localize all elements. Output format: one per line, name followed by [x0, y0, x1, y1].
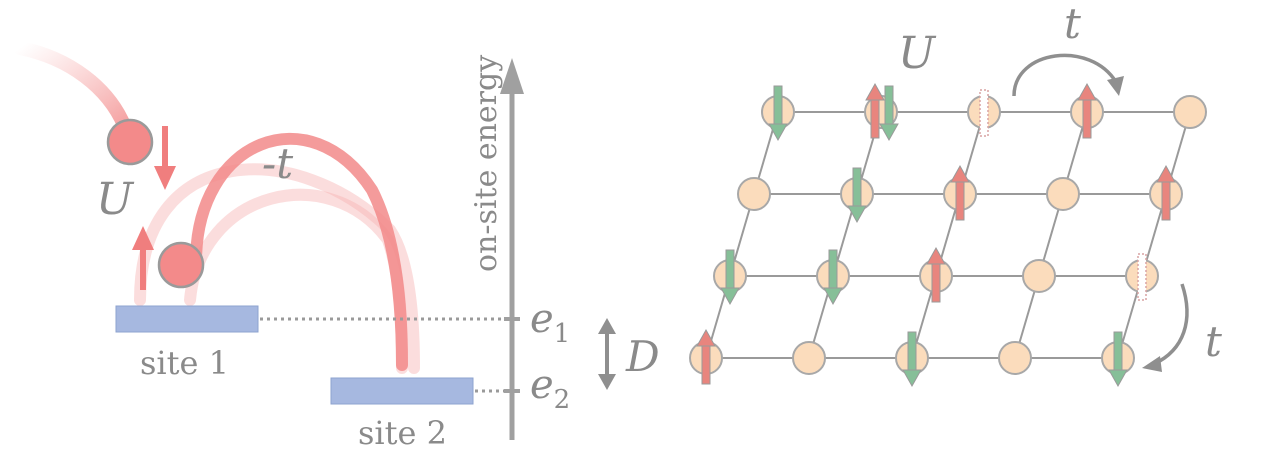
offset-double-arrow-icon [598, 318, 616, 390]
energy-axis-arrow-icon [500, 58, 524, 94]
spin-dotted-arrow-icon [979, 89, 989, 137]
lattice-spins [696, 82, 1176, 388]
hop-side-arrow-icon [1142, 356, 1162, 372]
spin-down-arrow-icon [1108, 331, 1128, 388]
spin-down-arrow-icon [879, 85, 899, 142]
hopping-label: -t [262, 139, 293, 188]
spin-up-arrow-icon [950, 164, 970, 221]
spin-up-arrow-icon [696, 328, 716, 385]
hop-side-arc [1153, 283, 1189, 366]
lattice-site [1173, 95, 1207, 129]
spin-up-arrow-icon [926, 246, 946, 303]
spin-up-arrow-icon [1156, 164, 1176, 221]
left-panel: U -t site 1 site 2 on-site energy e1 e2 … [13, 41, 660, 452]
lattice-site [1022, 259, 1056, 293]
lattice-site [792, 341, 826, 375]
right-panel: t t U [689, 0, 1222, 388]
spin-dotted-arrow-icon [1137, 253, 1147, 301]
interaction-label: U [96, 174, 135, 225]
e2-label: e2 [530, 362, 570, 415]
hopping-arc-faint [184, 188, 408, 374]
spin-down-arrow-icon [768, 85, 788, 142]
spin-down-arrow-icon [847, 167, 867, 224]
particle-lower [157, 241, 205, 289]
spin-up-arrow-icon [865, 82, 885, 139]
lattice-site [737, 177, 771, 211]
particle-trail [13, 41, 131, 132]
hopping-arc [190, 132, 408, 371]
spin-up-arrow-icon [132, 226, 154, 290]
hop-top-label: t [1064, 0, 1081, 48]
spin-down-arrow-icon [823, 249, 843, 306]
site-2-block [330, 377, 474, 405]
offset-label: D [625, 332, 660, 381]
spin-down-arrow-icon [902, 331, 922, 388]
spin-down-arrow-icon [154, 126, 176, 190]
site-1-block [115, 305, 259, 333]
lattice-site [998, 341, 1032, 375]
spin-up-arrow-icon [1077, 82, 1097, 139]
site-1-label: site 1 [140, 344, 229, 382]
lattice-site [1046, 177, 1080, 211]
hopping-arc-faint [134, 163, 420, 374]
interaction-label-lattice: U [898, 28, 937, 79]
lattice-edges [705, 111, 1191, 359]
energy-axis-label: on-site energy [469, 55, 504, 272]
e1-label: e1 [530, 296, 570, 349]
hop-top-arrow-icon [1107, 76, 1124, 96]
site-2-label: site 2 [358, 414, 447, 452]
hop-side-label: t [1205, 317, 1222, 366]
particle-upper [106, 118, 154, 166]
hop-top-arc [1012, 53, 1118, 97]
spin-down-arrow-icon [720, 249, 740, 306]
